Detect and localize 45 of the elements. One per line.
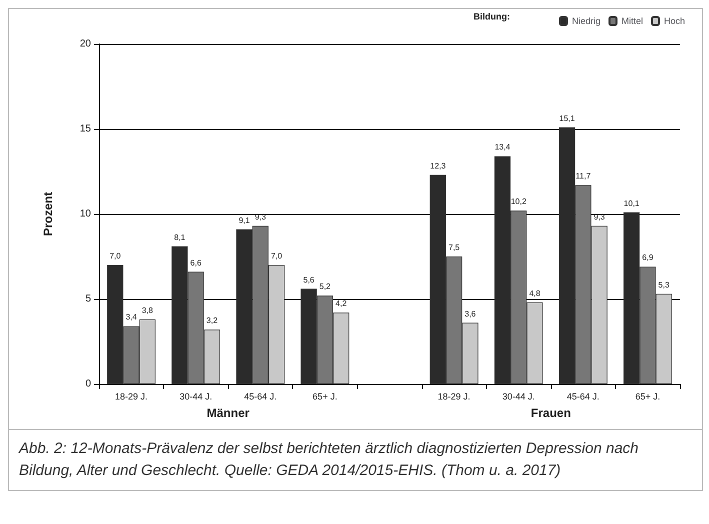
data-label: 13,4 [494,142,511,152]
y-tick-label: 0 [85,378,92,390]
x-tick-label: 18-29 J. [115,392,148,402]
data-label: 5,3 [658,280,670,290]
y-tick-label: 20 [80,38,92,50]
data-label: 7,5 [448,243,460,252]
data-label: 9,1 [238,216,250,225]
x-tick-label: 18-29 J. [438,392,470,402]
data-label: 9,3 [254,212,266,222]
x-tick-label: 30-44 J. [180,392,212,402]
data-label: 9,3 [594,212,606,222]
data-label: 6,6 [190,258,202,268]
data-label: 5,2 [319,282,332,292]
data-label: 12,3 [430,161,446,170]
y-tick-label: 5 [85,294,92,304]
text: Frauen [530,406,571,420]
data-label: 3,4 [126,312,138,322]
legend-label: Mittel [621,16,644,26]
x-tick-label: 65+ J. [312,392,338,402]
y-tick-label: 10 [80,208,92,220]
data-label: 15,1 [559,114,576,123]
data-label: 3,6 [464,309,476,318]
y-tick-label: 15 [80,124,92,134]
legend-label: Niedrig [572,16,600,26]
y-axis-title: Prozent [41,192,55,236]
data-label: 7,0 [270,252,283,260]
x-tick-label: 45-64 J. [566,392,600,402]
data-label: 7,0 [110,252,122,260]
data-label: 6,9 [642,253,654,262]
data-label: 4,2 [336,299,348,308]
legend-title: Bildung: [474,12,510,22]
x-tick-label: 30-44 J. [502,392,535,402]
x-tick-label: 45-64 J. [244,392,277,402]
data-label: 10,2 [510,197,527,206]
text: Männer [206,406,250,420]
x-tick-label: 65+ J. [635,392,660,402]
data-label: 10,1 [624,198,640,208]
legend-label: Hoch [664,16,686,26]
data-label: 11,7 [576,172,592,181]
data-label: 8,1 [174,232,186,242]
data-label: 5,6 [303,275,315,284]
data-label: 3,2 [206,316,218,326]
data-label: 4,8 [529,288,541,298]
caption: Abb. 2: 12-Monats-Prävalenz der selbst berichteten ärztlich diagnostizierten Depression nach Bildung, Alter und Geschlecht. Quelle: GEDA 2014/2015-EHIS. (Thom u. a. 2017) [9,429,702,490]
data-label: 3,8 [142,306,154,315]
